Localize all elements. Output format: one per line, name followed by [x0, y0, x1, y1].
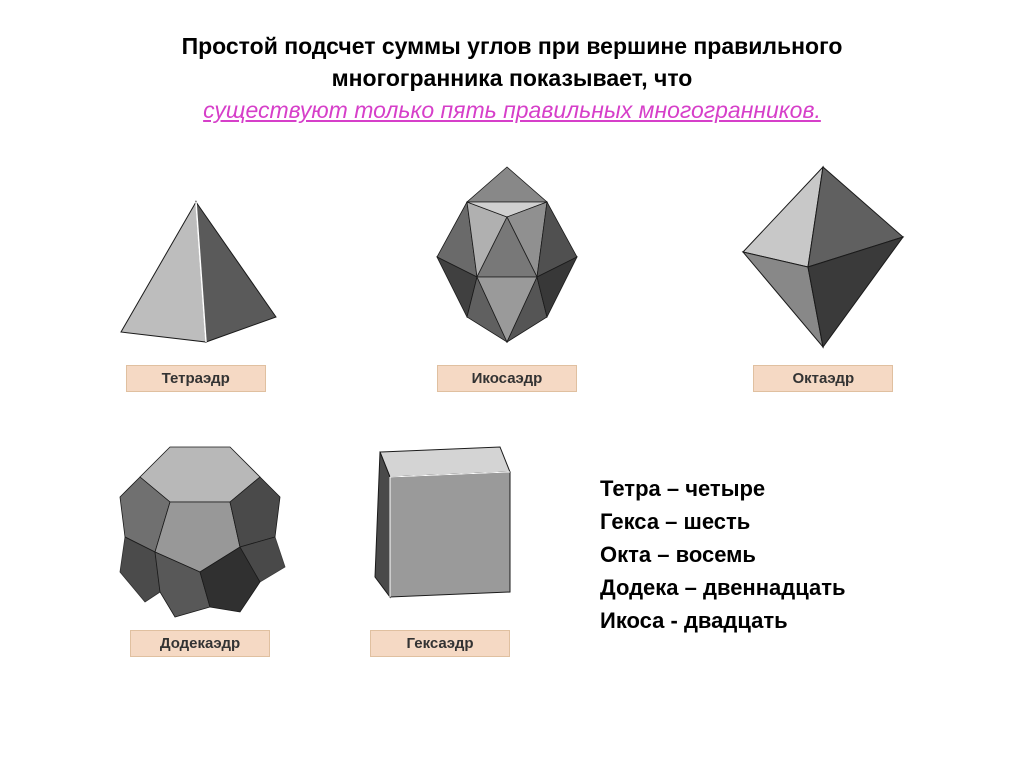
title-line-2: существуют только пять правильных многог… [40, 94, 984, 126]
tetrahedron-label: Тетраэдр [126, 365, 266, 392]
legend-line-2: Гекса – шесть [600, 505, 846, 538]
row-1: Тетраэдр Икосаэдр [40, 157, 984, 392]
legend-line-1: Тетра – четыре [600, 472, 846, 505]
title-line-1a: Простой подсчет суммы углов при вершине … [40, 30, 984, 62]
dodecahedron-cell: Додекаэдр [100, 422, 300, 657]
tetrahedron-cell: Тетраэдр [101, 187, 291, 392]
dodecahedron-icon [100, 422, 300, 622]
legend-line-5: Икоса - двадцать [600, 604, 846, 637]
icosahedron-icon [412, 157, 602, 357]
octahedron-cell: Октаэдр [723, 157, 923, 392]
hexahedron-icon [340, 422, 540, 622]
octahedron-label: Октаэдр [753, 365, 893, 392]
page-title: Простой подсчет суммы углов при вершине … [40, 30, 984, 127]
row-2: Додекаэдр Гексаэдр Тетра – четыре Гекса … [40, 422, 984, 657]
icosahedron-cell: Икосаэдр [412, 157, 602, 392]
octahedron-icon [723, 157, 923, 357]
shapes-grid: Тетраэдр Икосаэдр [40, 157, 984, 657]
etymology-legend: Тетра – четыре Гекса – шесть Окта – восе… [600, 472, 846, 657]
hexahedron-label: Гексаэдр [370, 630, 510, 657]
dodecahedron-label: Додекаэдр [130, 630, 270, 657]
legend-line-3: Окта – восемь [600, 538, 846, 571]
hexahedron-cell: Гексаэдр [340, 422, 540, 657]
icosahedron-label: Икосаэдр [437, 365, 577, 392]
title-line-1b: многогранника показывает, что [40, 62, 984, 94]
legend-line-4: Додека – двеннадцать [600, 571, 846, 604]
tetrahedron-icon [101, 187, 291, 357]
